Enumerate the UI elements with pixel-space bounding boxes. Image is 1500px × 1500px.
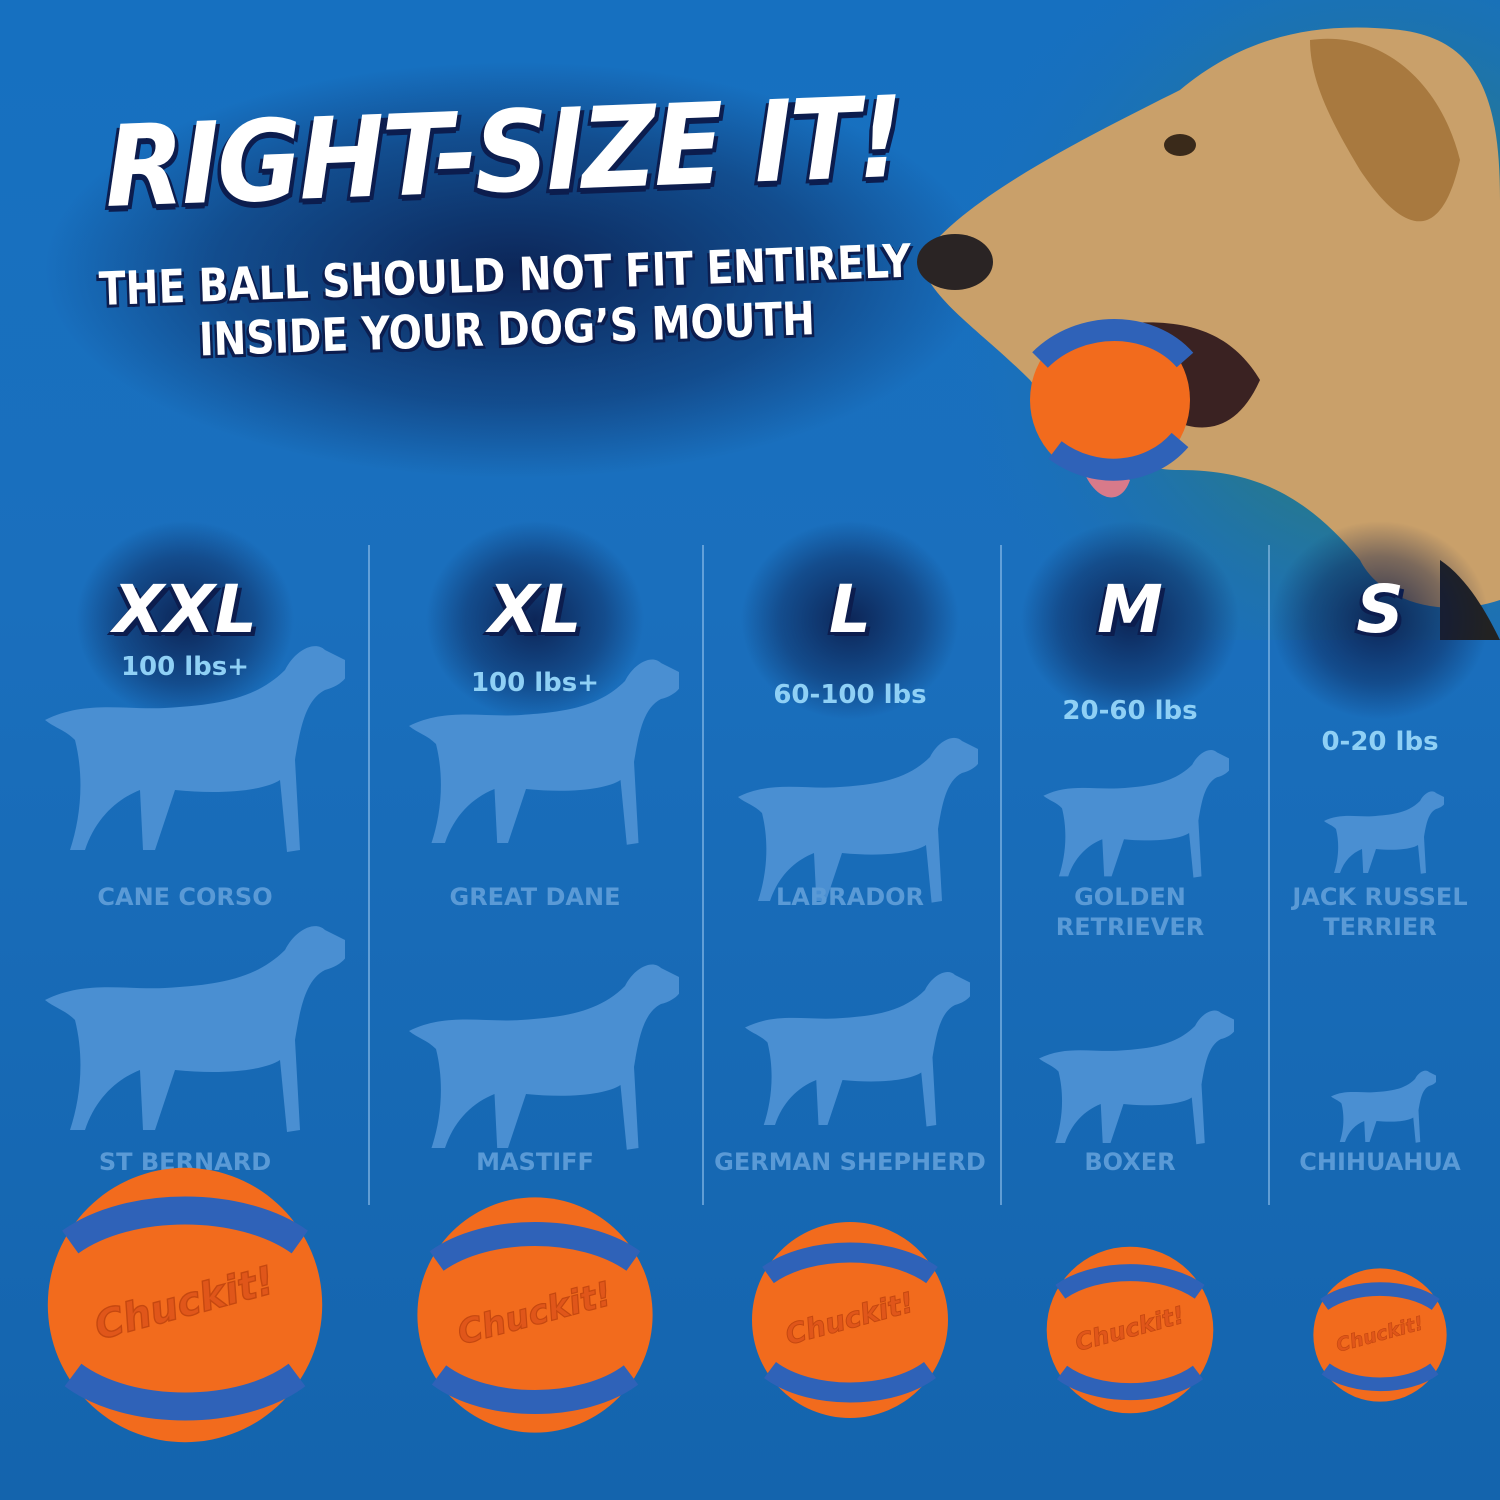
dog-silhouette-2: [409, 964, 679, 1150]
size-label: L: [828, 571, 872, 648]
breed-2: CHIHUAHUA: [1299, 1148, 1461, 1176]
breed-1: GREAT DANE: [449, 883, 621, 911]
size-column-s: S 0-20 lbs JACK RUSSEL TERRIER CHIHUAHUA…: [1230, 0, 1500, 1500]
ball-l: Chuckit!: [752, 1222, 948, 1418]
size-label: XXL: [113, 571, 257, 648]
dog-silhouette-1: [1324, 791, 1444, 874]
size-label: M: [1097, 571, 1163, 648]
dog-photo: [880, 0, 1500, 640]
size-glow: [75, 520, 295, 720]
dog-silhouette-1: [738, 737, 978, 903]
dog-silhouette-1: [1043, 749, 1230, 878]
column-divider: [1268, 545, 1270, 1205]
weight-range: 100 lbs+: [120, 652, 250, 682]
mouth-ball: [1030, 319, 1194, 481]
size-column-l: L 60-100 lbs LABRADOR GERMAN SHEPHERD Ch…: [700, 0, 1000, 1500]
dog-silhouette-1: [409, 659, 679, 845]
weight-range: 60-100 lbs: [773, 680, 927, 710]
dog-silhouette-1: [45, 646, 345, 852]
dog-silhouette-2: [45, 926, 345, 1132]
weight-range: 100 lbs+: [470, 668, 600, 698]
ball-xl: Chuckit!: [417, 1197, 653, 1433]
ball-xxl: Chuckit!: [47, 1167, 323, 1443]
dog-silhouette-2: [1039, 1010, 1234, 1145]
breed-2: GERMAN SHEPHERD: [714, 1148, 986, 1176]
size-glow: [1270, 520, 1490, 720]
breed-1: CANE CORSO: [97, 883, 273, 911]
breed-1: JACK RUSSEL TERRIER: [1292, 883, 1468, 941]
weight-range: 20-60 lbs: [1062, 696, 1198, 726]
size-glow: [425, 520, 645, 720]
column-divider: [1000, 545, 1002, 1205]
size-glow: [1020, 520, 1240, 720]
size-column-m: M 20-60 lbs GOLDEN RETRIEVER BOXER Chuck…: [980, 0, 1280, 1500]
breed-2: MASTIFF: [476, 1148, 594, 1176]
breed-2: BOXER: [1084, 1148, 1176, 1176]
size-column-xl: XL 100 lbs+ GREAT DANE MASTIFF Chuckit!: [385, 0, 685, 1500]
dog-silhouette-2: [745, 972, 970, 1127]
weight-range: 0-20 lbs: [1321, 727, 1439, 757]
breed-1: LABRADOR: [775, 883, 925, 911]
title-glow: [40, 60, 990, 480]
size-label: S: [1356, 571, 1404, 648]
size-label: XL: [488, 571, 582, 648]
column-divider: [368, 545, 370, 1205]
size-column-xxl: XXL 100 lbs+ CANE CORSO ST BERNARD Chuck…: [35, 0, 345, 1500]
breed-1: GOLDEN RETRIEVER: [1055, 883, 1205, 941]
size-glow: [740, 520, 960, 720]
ball-m: Chuckit!: [1046, 1246, 1214, 1414]
ball-s: Chuckit!: [1313, 1268, 1447, 1402]
dog-silhouette-2: [1331, 1070, 1436, 1143]
column-divider: [702, 545, 704, 1205]
